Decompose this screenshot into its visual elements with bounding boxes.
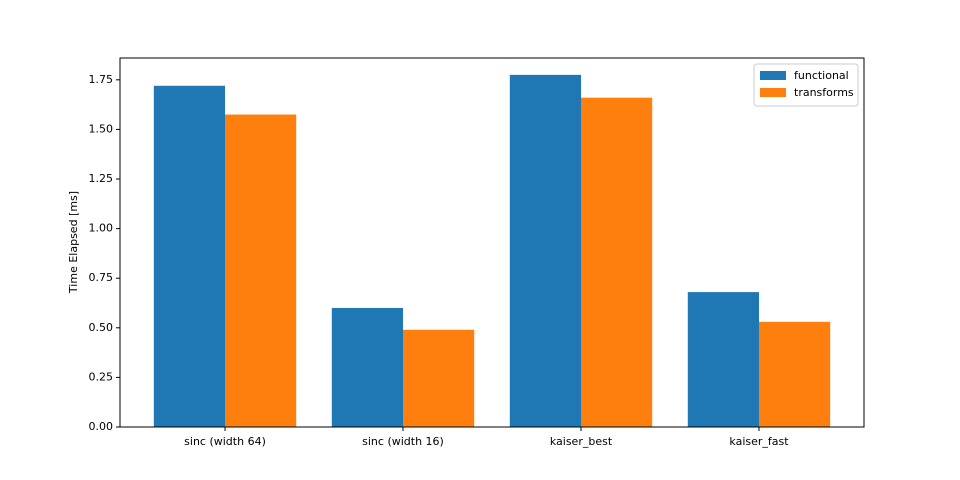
legend-swatch <box>760 88 786 97</box>
bar <box>580 97 653 427</box>
y-axis-label: Time Elapsed [ms] <box>67 191 80 294</box>
plot-frame <box>119 57 865 428</box>
y-tick-label: 0.75 <box>89 271 114 284</box>
bar <box>403 329 475 427</box>
y-tick-label: 1.25 <box>89 172 114 185</box>
y-tick-label: 0.25 <box>89 370 114 383</box>
bar <box>758 321 831 427</box>
legend-label: functional <box>794 69 849 82</box>
legend-label: transforms <box>794 86 854 99</box>
legend-swatch <box>760 71 786 80</box>
x-tick-label: kaiser_best <box>550 435 613 448</box>
x-tick-label: kaiser_fast <box>729 435 789 448</box>
bar <box>331 307 404 427</box>
y-tick-label: 0.00 <box>89 420 114 433</box>
x-tick-label: sinc (width 16) <box>362 435 444 448</box>
y-tick-label: 1.75 <box>89 73 114 86</box>
bar <box>153 85 226 427</box>
y-tick-label: 1.50 <box>89 122 114 135</box>
bar <box>687 292 759 427</box>
bar <box>225 114 297 428</box>
bar <box>509 74 581 427</box>
x-tick-label: sinc (width 64) <box>184 435 266 448</box>
y-tick-label: 0.50 <box>89 321 114 334</box>
y-tick-label: 1.00 <box>89 222 114 235</box>
